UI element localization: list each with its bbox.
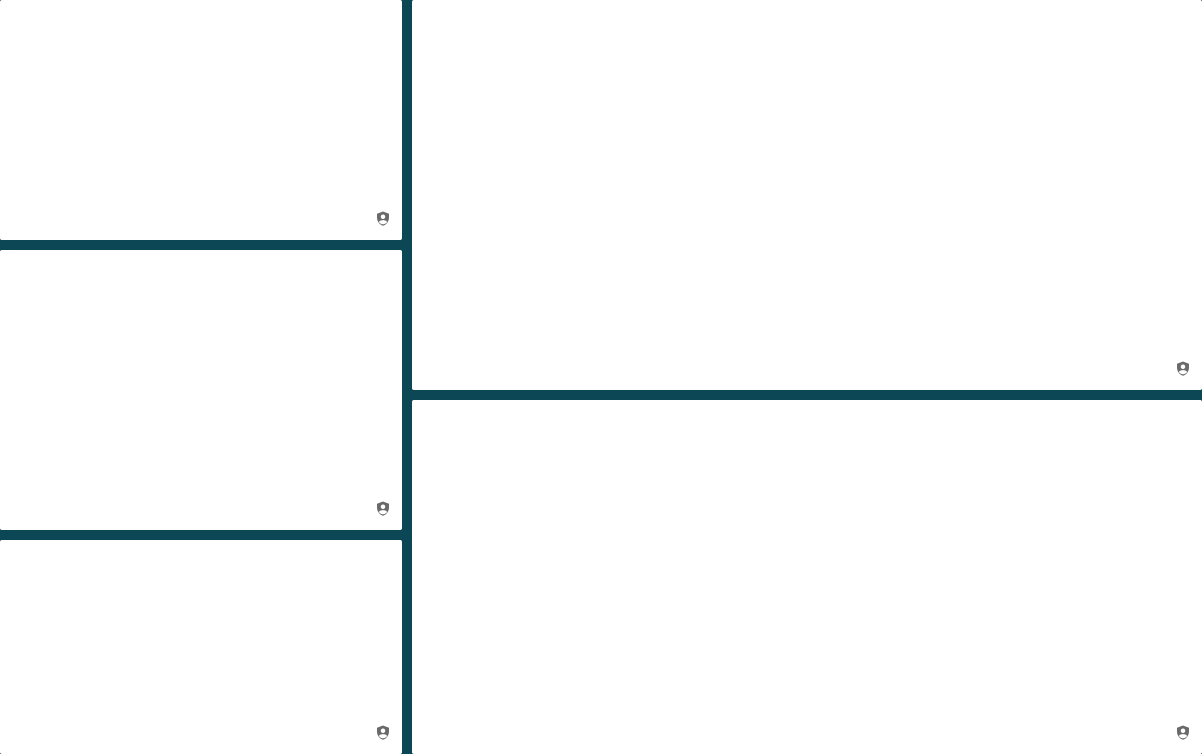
kpi-overdue-visual-fields (0, 540, 402, 754)
table-scroll[interactable] (430, 19, 1184, 380)
table-glaucoma-demographics-card (412, 400, 1202, 754)
kpi-subtitle (18, 19, 384, 40)
pie-chart[interactable] (160, 300, 350, 490)
table-scroll[interactable] (430, 419, 1184, 744)
kpi-overdue-diabetic-exams (0, 0, 402, 240)
kpi-big-number (18, 580, 384, 744)
person-shield-icon[interactable] (1174, 360, 1192, 382)
person-shield-icon[interactable] (1174, 724, 1192, 746)
pie-elapsed-time-card (0, 250, 402, 530)
person-shield-icon[interactable] (374, 500, 392, 522)
table-patient-demographics-card (412, 0, 1202, 390)
person-shield-icon[interactable] (374, 724, 392, 746)
person-shield-icon[interactable] (374, 210, 392, 232)
kpi-big-number (18, 40, 384, 230)
kpi-subtitle (18, 559, 384, 580)
